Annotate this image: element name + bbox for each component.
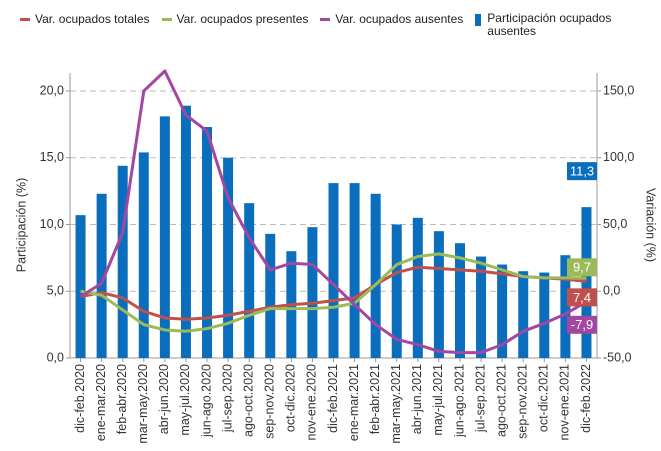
value-label: -7,9 [571,317,593,332]
x-tick-label: jun-ago.2021 [452,364,466,438]
value-label-box [567,315,597,334]
bar [454,243,465,358]
x-tick-label: sep-nov.2020 [263,364,277,439]
legend-swatch [475,14,482,26]
line [80,265,587,321]
x-tick-label: oct-dic.2021 [537,364,551,432]
bar [307,227,318,358]
bar [96,193,107,358]
bar [265,233,276,358]
bar [518,271,529,358]
x-tick-label: abr-jun.2021 [410,364,424,434]
x-tick-label: ene-mar.2021 [347,364,361,441]
value-label-box [567,258,597,277]
value-label-group: 11,3 [567,162,597,181]
bar [180,105,191,358]
bar [476,256,487,358]
y2-tick-label: 150,0 [603,83,634,97]
x-tick-label: jun-ago.2020 [199,364,213,438]
legend-item: Var. ocupados presentes [161,12,309,38]
value-label: 11,3 [570,164,594,179]
value-label: 7,4 [573,290,591,305]
x-tick-label: ene-mar.2020 [94,364,108,441]
value-label: 9,7 [573,260,591,275]
bar [328,183,339,358]
x-tick-label: sep-nov.2021 [516,364,530,439]
bar [412,217,423,358]
legend-item: Var. ocupados ausentes [320,12,463,38]
value-label-group: 7,4 [567,288,597,307]
legend-swatch [320,18,331,21]
bar [433,231,444,358]
bar [138,152,149,358]
line [79,69,588,355]
bar [497,264,508,358]
legend-item: Participación ocupados ausentes [475,12,622,38]
y-tick-label: 20,0 [40,83,64,97]
bar [117,165,128,358]
x-tick-label: dic-feb.2022 [579,364,593,433]
x-tick-label: abr-jun.2020 [157,364,171,434]
x-tick-label: mar-may.2020 [136,364,150,444]
bar [349,183,360,358]
y2-tick-label: 0,0 [603,284,620,298]
bar [560,255,571,358]
bar [244,203,255,358]
legend-label: Var. ocupados totales [35,12,150,26]
x-tick-label: ago-oct.2021 [494,364,508,437]
value-label-box [567,288,597,307]
legend-label: Var. ocupados ausentes [335,12,464,26]
y2-axis-label: Variación (%) [644,188,658,262]
bar [75,215,86,358]
bar [223,157,234,358]
bar [370,193,381,358]
line [80,252,587,333]
x-tick-label: jul-sep.2020 [220,364,234,433]
value-label-box [567,162,597,181]
y2-tick-label: 100,0 [603,150,634,164]
y-tick-label: 0,0 [47,350,64,364]
value-label-group: -7,9 [567,315,597,334]
x-tick-label: ago-oct.2020 [241,364,255,437]
x-tick-label: may-jul.2021 [431,364,445,436]
bar [202,127,213,358]
legend-label: Participación ocupados ausentes [487,11,612,38]
x-tick-label: nov-ene.2021 [558,364,572,441]
legend-item: Var. ocupados totales [20,12,150,38]
legend-swatch [20,18,30,21]
y2-tick-label: -50,0 [603,350,632,364]
y-axis-label: Participación (%) [14,178,28,272]
x-tick-label: nov-ene.2020 [305,364,319,441]
x-tick-label: feb-abr.2020 [115,364,129,434]
x-tick-label: dic-feb.2021 [326,364,340,433]
bar [581,207,592,358]
bar [159,116,170,359]
bar [539,272,550,358]
y2-tick-label: 50,0 [603,217,627,231]
x-tick-label: jul-sep.2021 [473,364,487,433]
y-tick-label: 15,0 [40,150,64,164]
legend-swatch [161,18,172,21]
x-tick-label: may-jul.2020 [178,364,192,436]
x-tick-label: feb-abr.2021 [368,364,382,434]
y-tick-label: 5,0 [47,284,64,298]
x-tick-label: dic-feb.2020 [73,364,87,433]
x-tick-label: oct-dic.2020 [284,364,298,432]
y-tick-label: 10,0 [40,217,64,231]
bar [391,224,402,358]
value-label-group: 9,7 [567,258,597,277]
x-tick-label: mar-may.2021 [389,364,403,444]
legend-label: Var. ocupados presentes [176,12,309,26]
legend: Var. ocupados totales Var. ocupados prese… [20,12,634,38]
